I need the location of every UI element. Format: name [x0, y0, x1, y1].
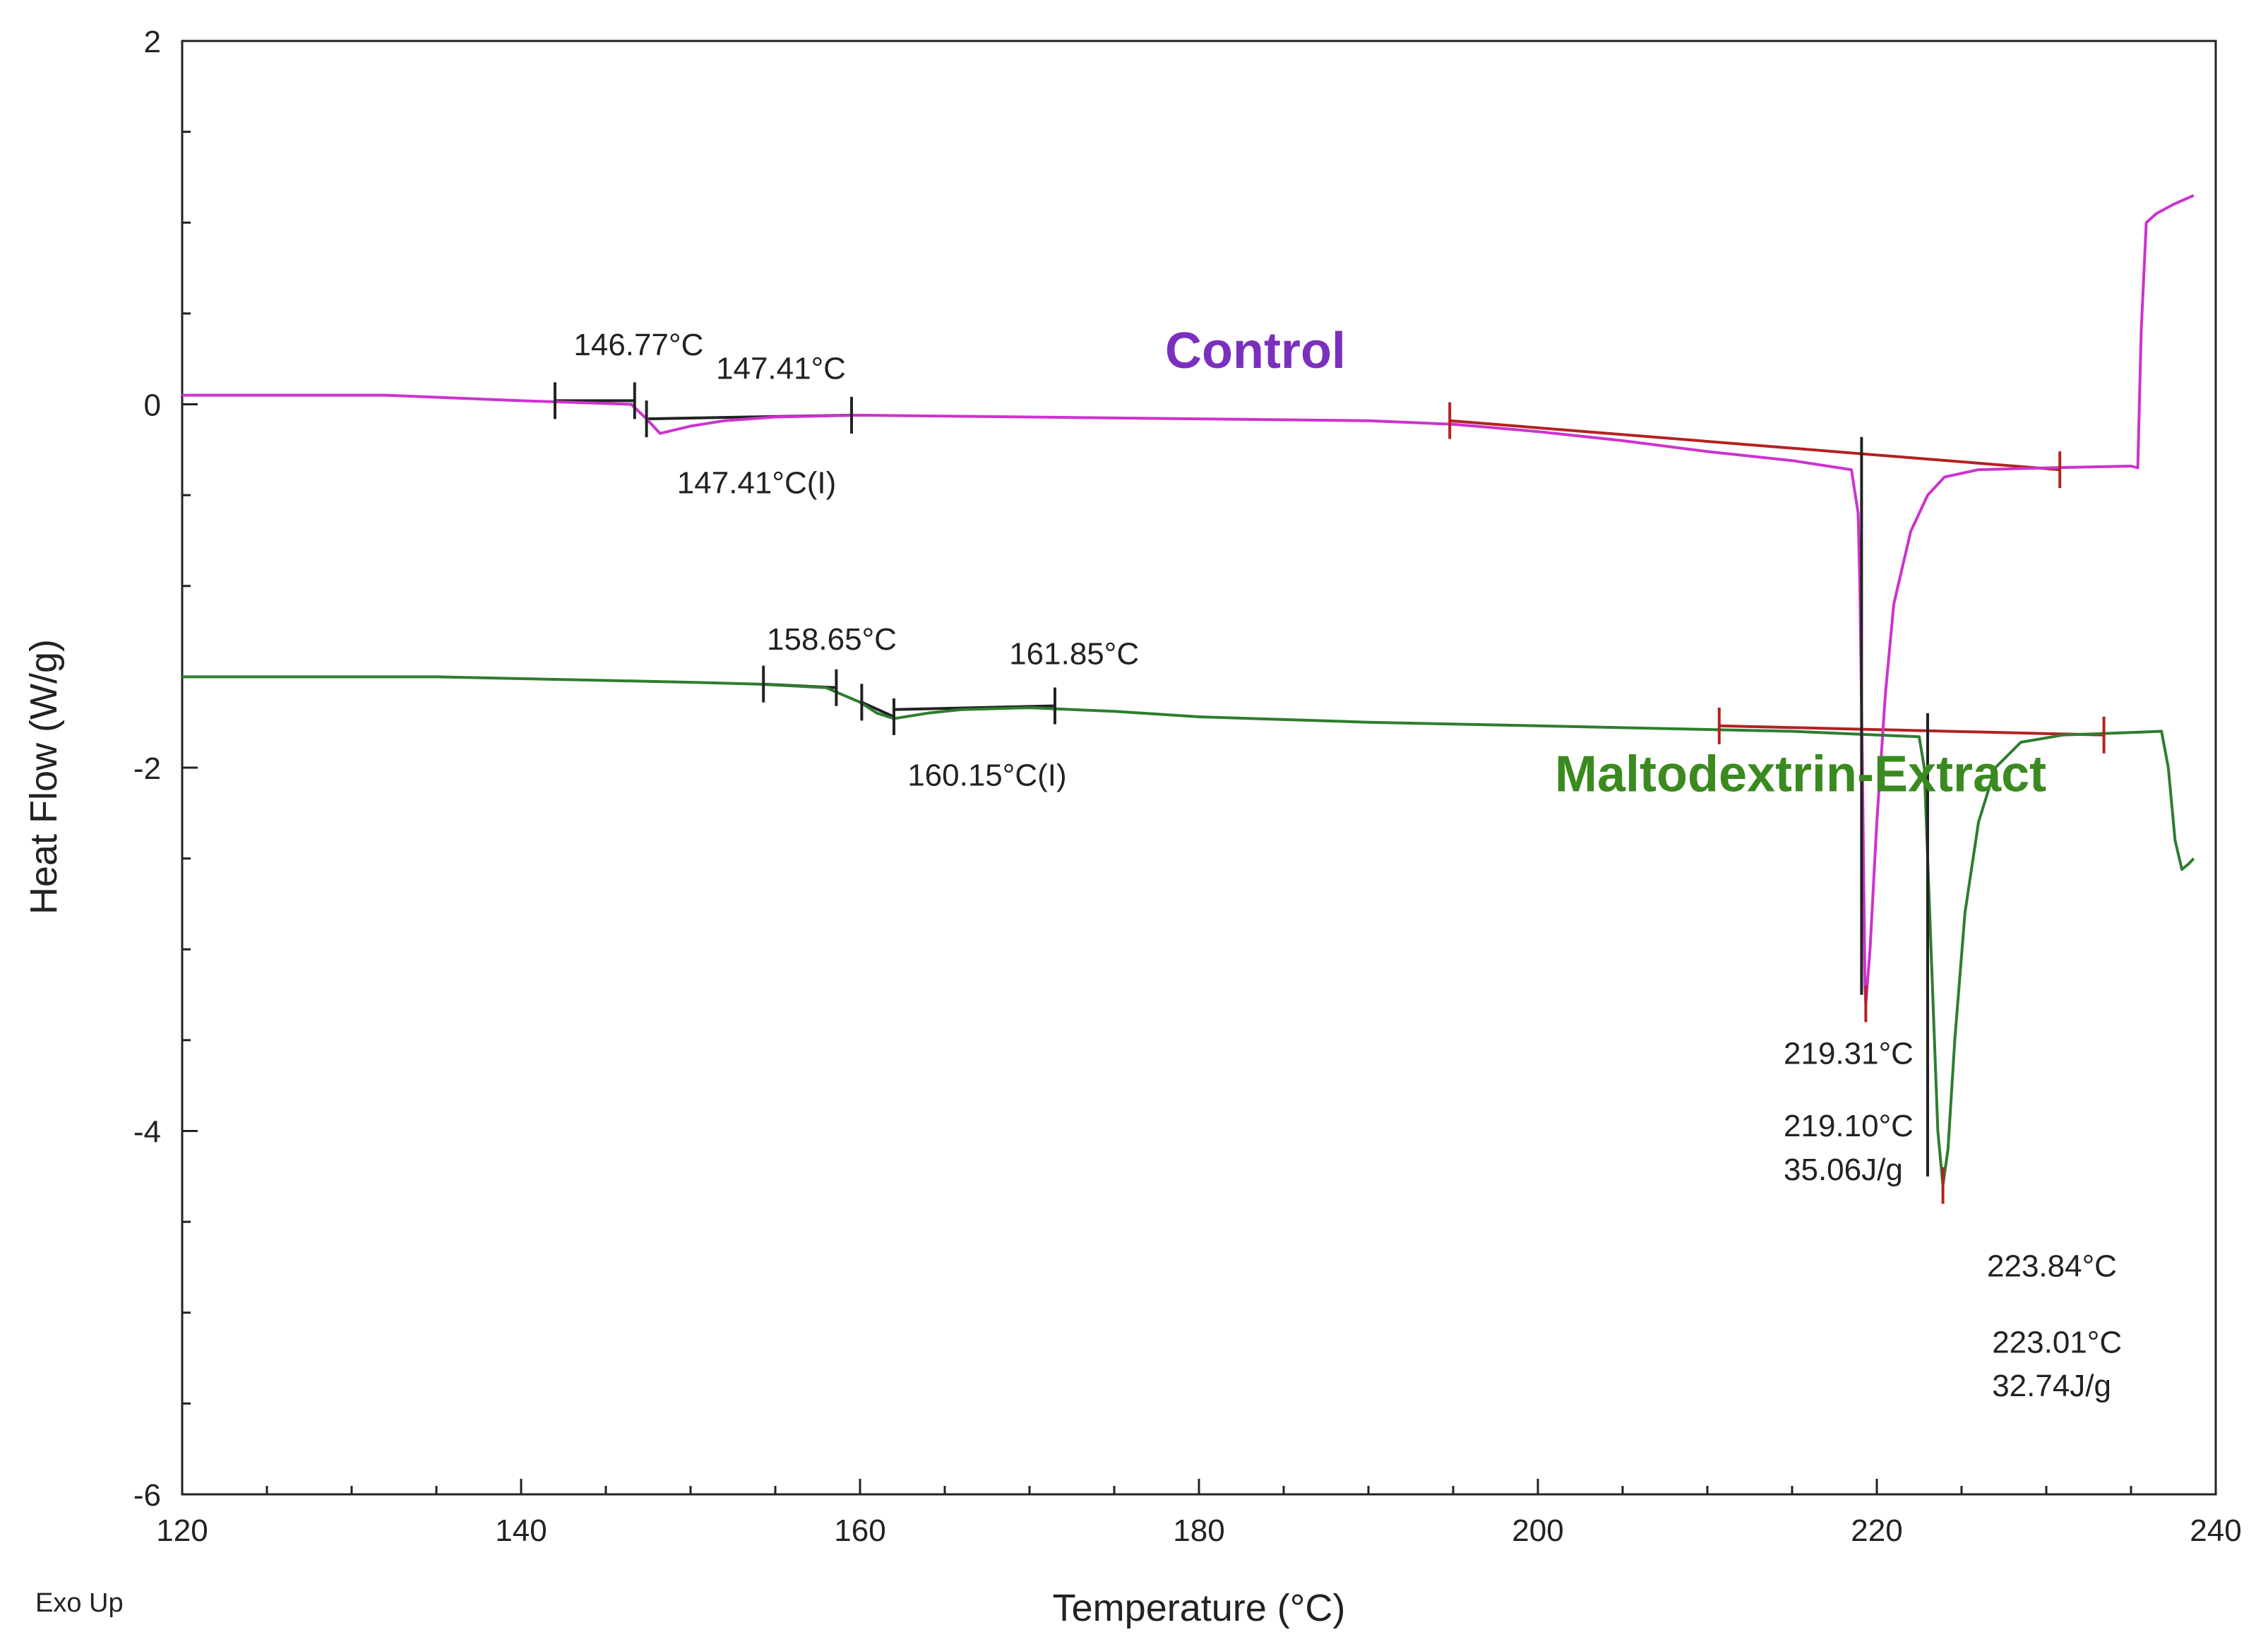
annotation-label: 219.31°C [1784, 1036, 1914, 1071]
y-tick-label: 2 [144, 25, 161, 59]
baseline-line [1719, 724, 2104, 737]
plot-area [181, 40, 2217, 1496]
y-tick-label: -6 [133, 1478, 161, 1513]
y-tick-label: 0 [144, 388, 161, 423]
annotation-label: 160.15°C(I) [907, 758, 1066, 793]
annotation-label: 158.65°C [767, 622, 897, 657]
series-label-group: Control Maltodextrin-Extract [1165, 323, 2046, 802]
exo-up-label: Exo Up [35, 1588, 124, 1618]
series-line-control [182, 194, 2195, 1006]
baseline-line [1450, 419, 2060, 472]
x-axis-title: Temperature (°C) [1053, 1587, 1346, 1629]
x-tick-label: 200 [1512, 1513, 1563, 1548]
marker-group [554, 382, 2106, 1204]
y-tick-label: -4 [133, 1115, 161, 1150]
y-tick-label: -2 [133, 751, 161, 786]
annotation-label: 146.77°C [573, 328, 703, 362]
series-label: Maltodextrin-Extract [1555, 746, 2046, 802]
annotation-label: 147.41°C [716, 351, 846, 386]
annotation-label: 32.74J/g [1992, 1369, 2111, 1403]
x-tick-label: 220 [1851, 1513, 1902, 1548]
annotation-label: 223.84°C [1987, 1249, 2117, 1283]
axis-ticks: 120 140 160 180 200 220 240 2 0 -2 -4 -6 [133, 25, 2242, 1548]
x-tick-label: 180 [1173, 1513, 1224, 1548]
peak-line-group [1860, 436, 1929, 1177]
x-tick-label: 160 [834, 1513, 885, 1548]
series-label: Control [1165, 323, 1346, 379]
baseline-line [861, 701, 895, 718]
annotation-label: 161.85°C [1009, 636, 1139, 671]
x-tick-label: 240 [2190, 1513, 2241, 1548]
annotation-group: 146.77°C 147.41°C 147.41°C(I) 158.65°C 161.8… [573, 328, 2122, 1403]
y-axis-title: Heat Flow (W/g) [23, 639, 65, 915]
annotation-label: 35.06J/g [1784, 1153, 1903, 1187]
annotation-label: 219.10°C [1784, 1109, 1914, 1143]
annotation-label: 147.41°C(I) [677, 466, 836, 501]
annotation-label: 223.01°C [1992, 1325, 2122, 1359]
x-tick-label: 120 [156, 1513, 208, 1548]
x-tick-label: 140 [495, 1513, 547, 1548]
